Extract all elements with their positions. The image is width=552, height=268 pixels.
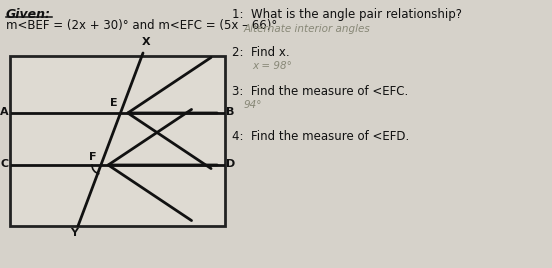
- Text: D: D: [226, 159, 235, 169]
- Text: 4:  Find the measure of <EFD.: 4: Find the measure of <EFD.: [232, 130, 409, 143]
- Text: F: F: [89, 152, 97, 162]
- Text: x = 98°: x = 98°: [252, 61, 292, 71]
- Text: A: A: [1, 107, 9, 117]
- Text: 2:  Find x.: 2: Find x.: [232, 46, 290, 59]
- Text: Alternate interior angles: Alternate interior angles: [244, 24, 371, 34]
- Text: X: X: [142, 37, 150, 47]
- Bar: [10, 56, 225, 226]
- Text: m<BEF = (2x + 30)° and m<EFC = (5x – 66)°: m<BEF = (2x + 30)° and m<EFC = (5x – 66)…: [6, 19, 277, 32]
- Text: E: E: [110, 98, 117, 108]
- Text: Y: Y: [70, 228, 78, 238]
- Text: B: B: [226, 107, 235, 117]
- Text: 94°: 94°: [244, 100, 263, 110]
- Text: 3:  Find the measure of <EFC.: 3: Find the measure of <EFC.: [232, 85, 408, 98]
- Text: C: C: [1, 159, 9, 169]
- Text: 1:  What is the angle pair relationship?: 1: What is the angle pair relationship?: [232, 8, 462, 21]
- Text: Given:: Given:: [6, 8, 51, 21]
